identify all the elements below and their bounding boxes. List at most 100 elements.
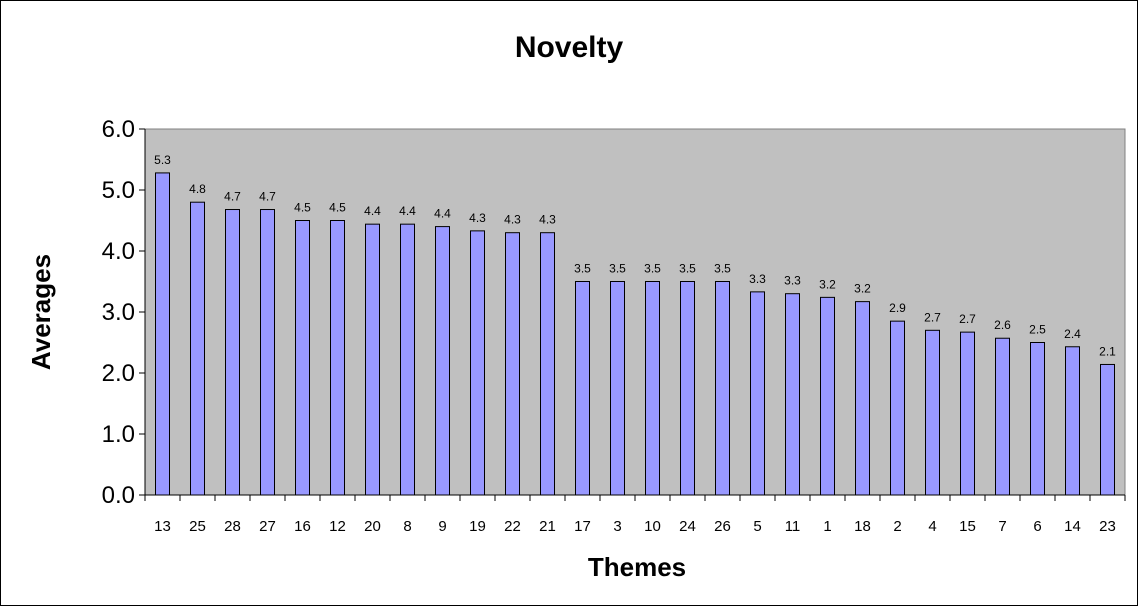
bar <box>330 220 345 496</box>
x-tick-label: 15 <box>959 518 976 535</box>
y-tick-label: 5.0 <box>102 177 135 204</box>
data-label: 4.8 <box>189 182 206 196</box>
y-tick-label: 1.0 <box>102 421 135 448</box>
bar <box>470 230 485 496</box>
data-label: 3.5 <box>609 262 626 276</box>
data-label: 4.7 <box>224 190 241 204</box>
data-label: 2.7 <box>959 312 976 326</box>
data-label: 2.1 <box>1099 344 1116 358</box>
bar <box>715 281 730 496</box>
x-tick-label: 1 <box>823 518 831 535</box>
x-tick-label: 25 <box>189 518 206 535</box>
x-tick-label: 28 <box>224 518 241 535</box>
data-label: 4.4 <box>364 204 381 218</box>
bar <box>1065 346 1080 496</box>
plot-area <box>144 128 1126 496</box>
y-tick-label: 2.0 <box>102 360 135 387</box>
x-tick-label: 13 <box>154 518 171 535</box>
x-tick-label: 4 <box>928 518 936 535</box>
data-label: 3.5 <box>714 262 731 276</box>
x-tick-label: 12 <box>329 518 346 535</box>
x-tick-label: 26 <box>714 518 731 535</box>
x-tick-label: 27 <box>259 518 276 535</box>
bar <box>295 220 310 496</box>
data-label: 3.3 <box>784 274 801 288</box>
y-axis-title: Averages <box>26 254 56 370</box>
data-label: 4.3 <box>469 211 486 225</box>
bar <box>505 232 520 496</box>
bar <box>995 337 1010 496</box>
data-label: 4.4 <box>399 204 416 218</box>
x-tick-label: 16 <box>294 518 311 535</box>
x-tick-label: 23 <box>1099 518 1116 535</box>
x-tick-label: 9 <box>438 518 446 535</box>
bar <box>1100 363 1115 496</box>
bar <box>680 281 695 496</box>
data-label: 3.2 <box>854 282 871 296</box>
bar <box>575 281 590 496</box>
x-tick-label: 24 <box>679 518 696 535</box>
bar <box>435 226 450 496</box>
x-tick-label: 22 <box>504 518 521 535</box>
y-tick-label: 3.0 <box>102 299 135 326</box>
data-label: 3.3 <box>749 272 766 286</box>
bar <box>225 209 240 496</box>
data-label: 4.5 <box>294 201 311 215</box>
bar <box>610 281 625 496</box>
bar <box>785 293 800 496</box>
x-tick-label: 14 <box>1064 518 1081 535</box>
x-tick-label: 2 <box>893 518 901 535</box>
data-label: 4.3 <box>539 213 556 227</box>
bar <box>260 209 275 496</box>
bar <box>855 301 870 496</box>
data-label: 2.9 <box>889 301 906 315</box>
x-tick-label: 19 <box>469 518 486 535</box>
bar <box>750 291 765 496</box>
bar <box>890 320 905 496</box>
x-tick-label: 10 <box>644 518 661 535</box>
x-axis-ticks: 13 25 28 27 16 12 20 8 9 19 22 21 17 3 10 24 26 5 11 1 18 2 4 1… <box>144 495 1126 535</box>
bar <box>540 232 555 496</box>
data-label: 4.3 <box>504 213 521 227</box>
y-tick-label: 6.0 <box>102 116 135 143</box>
data-label: 3.5 <box>644 262 661 276</box>
data-label: 2.4 <box>1064 327 1081 341</box>
data-label: 3.5 <box>679 262 696 276</box>
x-tick-label: 5 <box>753 518 761 535</box>
bar <box>645 281 660 496</box>
data-label: 4.7 <box>259 190 276 204</box>
data-label: 2.7 <box>924 310 941 324</box>
data-label: 2.6 <box>994 318 1011 332</box>
x-tick-label: 18 <box>854 518 871 535</box>
x-tick-label: 17 <box>574 518 591 535</box>
x-tick-label: 20 <box>364 518 381 535</box>
bar <box>925 329 940 496</box>
x-tick-label: 8 <box>403 518 411 535</box>
x-tick-label: 6 <box>1033 518 1041 535</box>
bar <box>960 331 975 496</box>
bar <box>400 223 415 496</box>
bar <box>190 201 205 496</box>
x-tick-label: 3 <box>613 518 621 535</box>
y-tick-label: 4.0 <box>102 238 135 265</box>
y-tick-label: 0.0 <box>102 482 135 509</box>
data-label: 2.5 <box>1029 323 1046 337</box>
data-label: 3.2 <box>819 277 836 291</box>
x-tick-label: 21 <box>539 518 556 535</box>
bar <box>365 223 380 496</box>
x-tick-label: 7 <box>998 518 1006 535</box>
bar <box>1030 342 1045 496</box>
x-tick-label: 11 <box>785 518 801 535</box>
chart-title: Novelty <box>515 31 624 64</box>
data-label: 4.4 <box>434 207 451 221</box>
data-label: 4.5 <box>329 201 346 215</box>
data-label: 5.3 <box>154 153 171 167</box>
bars <box>155 172 1115 496</box>
data-label: 3.5 <box>574 262 591 276</box>
x-axis-title: Themes <box>588 552 686 582</box>
bar <box>155 172 170 496</box>
bar <box>820 296 835 496</box>
data-labels: 5.3 4.8 4.7 4.7 4.5 4.5 4.4 4.4 4.4 4.3 4.3 4.3 3.5 3… <box>154 153 1116 359</box>
